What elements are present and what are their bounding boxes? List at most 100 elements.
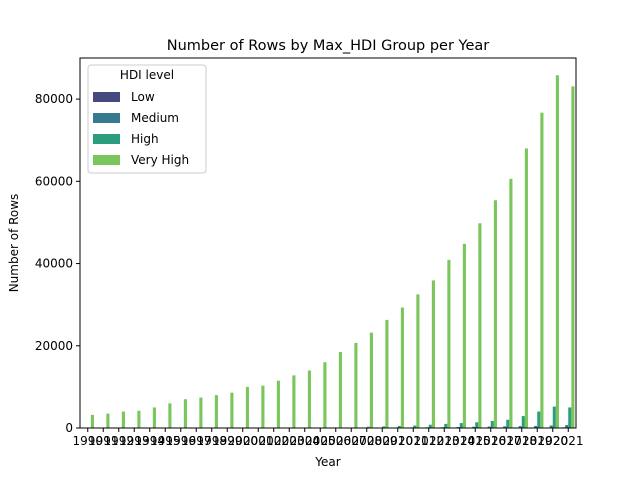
x-tick-label: 2003 bbox=[274, 434, 305, 448]
chart-title: Number of Rows by Max_HDI Group per Year bbox=[167, 38, 490, 54]
bar bbox=[518, 426, 522, 428]
x-tick-label: 2000 bbox=[227, 434, 258, 448]
bar bbox=[456, 426, 460, 428]
bar bbox=[183, 399, 187, 428]
bar bbox=[524, 148, 528, 428]
legend-swatch bbox=[93, 155, 120, 165]
bar bbox=[168, 403, 172, 428]
x-tick-label: 2016 bbox=[475, 434, 506, 448]
x-tick-label: 2019 bbox=[522, 434, 553, 448]
x-tick-label: 2005 bbox=[305, 434, 336, 448]
bar bbox=[366, 426, 370, 428]
x-axis: 1990199119921993199419951996199719981999… bbox=[72, 428, 584, 448]
y-tick-label: 0 bbox=[65, 421, 73, 435]
bar bbox=[385, 319, 389, 428]
y-tick-label: 60000 bbox=[35, 174, 73, 188]
bar bbox=[459, 423, 463, 428]
x-tick-label: 1996 bbox=[165, 434, 196, 448]
bar bbox=[509, 178, 513, 428]
bar bbox=[106, 413, 110, 428]
y-tick-label: 80000 bbox=[35, 92, 73, 106]
x-tick-label: 2001 bbox=[243, 434, 274, 448]
bar bbox=[540, 112, 544, 429]
x-tick-label: 2007 bbox=[336, 434, 367, 448]
bar bbox=[214, 395, 218, 428]
plot-frame bbox=[79, 57, 577, 429]
bar bbox=[571, 86, 575, 429]
legend-swatch bbox=[93, 92, 120, 102]
bar bbox=[431, 280, 435, 428]
x-tick-label: 1991 bbox=[88, 434, 119, 448]
bar bbox=[354, 342, 358, 428]
legend-label: Low bbox=[131, 90, 155, 104]
bar bbox=[369, 332, 373, 428]
bar bbox=[472, 426, 476, 428]
y-axis: 0 20000 40000 60000 80000 bbox=[35, 92, 80, 435]
bar bbox=[487, 426, 491, 428]
x-axis-label: Year bbox=[314, 455, 340, 469]
bar bbox=[444, 423, 448, 428]
x-tick-label: 2002 bbox=[258, 434, 289, 448]
x-tick-label: 2006 bbox=[320, 434, 351, 448]
bar bbox=[428, 424, 432, 428]
x-tick-label: 2018 bbox=[506, 434, 537, 448]
bar bbox=[400, 307, 404, 428]
bar bbox=[199, 397, 203, 428]
bar bbox=[90, 414, 94, 428]
bar bbox=[475, 422, 479, 428]
x-tick-label: 2021 bbox=[553, 434, 584, 448]
bar bbox=[416, 294, 420, 428]
bar bbox=[276, 380, 280, 428]
x-tick-label: 2017 bbox=[491, 434, 522, 448]
x-tick-label: 1995 bbox=[150, 434, 181, 448]
bar bbox=[413, 425, 417, 428]
bar bbox=[493, 200, 497, 428]
bar bbox=[230, 392, 234, 428]
bar bbox=[478, 223, 482, 428]
legend: HDI level Low Medium High Very High bbox=[87, 64, 207, 174]
bar bbox=[549, 425, 553, 428]
x-tick-label: 2015 bbox=[460, 434, 491, 448]
x-tick-label: 2020 bbox=[537, 434, 568, 448]
bar bbox=[506, 419, 510, 428]
bar bbox=[568, 407, 572, 428]
x-tick-label: 1997 bbox=[181, 434, 212, 448]
bar bbox=[537, 411, 541, 428]
y-axis-label: Number of Rows bbox=[7, 194, 21, 293]
x-tick-label: 2014 bbox=[444, 434, 475, 448]
x-tick-label: 2004 bbox=[289, 434, 320, 448]
bar bbox=[152, 407, 156, 428]
x-tick-label: 1990 bbox=[72, 434, 103, 448]
x-tick-label: 1998 bbox=[196, 434, 227, 448]
y-tick-label: 20000 bbox=[35, 339, 73, 353]
bar bbox=[261, 385, 265, 428]
x-tick-label: 1999 bbox=[212, 434, 243, 448]
bar bbox=[490, 421, 494, 428]
x-tick-label: 2013 bbox=[429, 434, 460, 448]
bar bbox=[555, 75, 559, 429]
x-tick-label: 2011 bbox=[398, 434, 429, 448]
y-tick-label: 40000 bbox=[35, 257, 73, 271]
bar bbox=[462, 243, 466, 428]
bar bbox=[552, 406, 556, 428]
x-tick-label: 2012 bbox=[413, 434, 444, 448]
x-tick-label: 1992 bbox=[103, 434, 134, 448]
bar bbox=[292, 375, 296, 428]
bar bbox=[137, 410, 141, 428]
x-tick-label: 2008 bbox=[351, 434, 382, 448]
bar bbox=[565, 425, 569, 428]
x-tick-label: 2009 bbox=[367, 434, 398, 448]
bar bbox=[503, 426, 507, 428]
bar bbox=[521, 416, 525, 428]
x-tick-label: 1994 bbox=[134, 434, 165, 448]
bar bbox=[382, 426, 386, 428]
legend-label: Very High bbox=[131, 153, 189, 167]
bar bbox=[121, 411, 125, 428]
legend-title: HDI level bbox=[120, 68, 174, 82]
bar bbox=[397, 425, 401, 428]
x-tick-label: 2010 bbox=[382, 434, 413, 448]
bar bbox=[534, 425, 538, 428]
legend-swatch bbox=[93, 134, 120, 144]
bars bbox=[90, 75, 575, 429]
